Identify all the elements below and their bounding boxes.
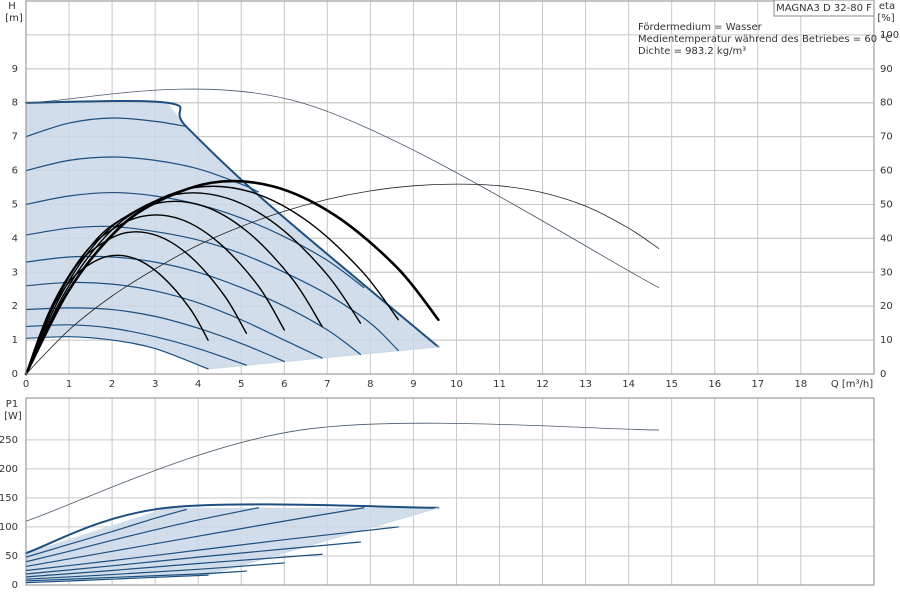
x-tick-label: 16: [708, 379, 721, 390]
curve: [25, 307, 285, 363]
y2-tick-label: 80: [880, 98, 893, 109]
curve: [25, 507, 365, 568]
annotation: Dichte = 983.2 kg/m³: [638, 46, 746, 57]
curve: [25, 214, 285, 375]
x-tick-label: 2: [109, 379, 115, 390]
curve: [25, 503, 440, 555]
curve: [25, 508, 187, 558]
x-tick-label: 17: [751, 379, 764, 390]
y-tick-label: 6: [12, 166, 18, 177]
curve: [25, 225, 399, 352]
curve: [25, 156, 260, 193]
y2-tick-label: 90: [880, 64, 893, 75]
curve: [24, 179, 440, 376]
plot-frame: [25, 397, 875, 586]
y2-tick-label: 50: [880, 199, 893, 210]
x-tick-label: 13: [579, 379, 592, 390]
chart-title: MAGNA3 D 32-80 F: [776, 3, 872, 14]
x-tick-label: 11: [493, 379, 506, 390]
y-tick-label: 8: [12, 98, 18, 109]
y2-tick-label: 60: [880, 166, 893, 177]
operating-range-area: [26, 102, 439, 369]
y2-tick-label: 40: [880, 233, 893, 244]
y2-axis-unit: [%]: [877, 13, 894, 24]
x-tick-label: 12: [536, 379, 549, 390]
y2-tick-label: 30: [880, 267, 893, 278]
y2-tick-label: 0: [880, 369, 886, 380]
y2-axis-label: eta: [879, 1, 895, 12]
curve: [25, 541, 362, 575]
title-box: [773, 0, 875, 17]
curve: [25, 117, 187, 138]
y-tick-label: 250: [0, 435, 18, 446]
x-tick-label: 4: [195, 379, 201, 390]
x-tick-label: 9: [410, 379, 416, 390]
y2-tick-label: 10: [880, 335, 893, 346]
curve: [25, 570, 247, 582]
curve: [25, 192, 362, 375]
curve: [25, 324, 247, 366]
y-tick-label: 150: [0, 493, 18, 504]
x-tick-label: 14: [622, 379, 635, 390]
x-tick-label: 3: [152, 379, 158, 390]
y-tick-label: 1: [12, 335, 18, 346]
y-tick-label: 100: [0, 522, 18, 533]
y-tick-label: 3: [12, 267, 18, 278]
x-tick-label: 18: [794, 379, 807, 390]
x-tick-label: 15: [665, 379, 678, 390]
y2-tick-label: 100: [880, 30, 899, 41]
y-axis-unit: [W]: [4, 411, 22, 422]
curve: [25, 422, 660, 522]
curve: [207, 507, 439, 576]
y2-tick-label: 20: [880, 301, 893, 312]
y-tick-label: 200: [0, 464, 18, 475]
y-tick-label: 0: [12, 369, 18, 380]
y-axis-label: H: [8, 1, 16, 12]
x-tick-label: 10: [450, 379, 463, 390]
curve: [25, 99, 440, 348]
y-tick-label: 9: [12, 64, 18, 75]
curve: [25, 562, 285, 580]
curve: [25, 183, 660, 375]
x-tick-label: 7: [324, 379, 330, 390]
plot-frame: [25, 0, 875, 375]
y2-tick-label: 70: [880, 132, 893, 143]
y-tick-label: 7: [12, 132, 18, 143]
curve: [25, 336, 209, 370]
x-tick-label: 0: [23, 379, 29, 390]
curve: [25, 553, 323, 578]
y-axis-unit: [m]: [5, 13, 23, 24]
curve: [25, 574, 209, 584]
y-tick-label: 0: [12, 580, 18, 591]
x-tick-label: 5: [238, 379, 244, 390]
curve: [25, 526, 399, 572]
curve: [25, 507, 260, 563]
curve: [25, 88, 660, 288]
annotation: Fördermedium = Wasser: [638, 22, 763, 33]
y-tick-label: 50: [5, 551, 18, 562]
x-tick-label: 8: [367, 379, 373, 390]
curve: [25, 200, 323, 375]
y-tick-label: 5: [12, 199, 18, 210]
y-tick-label: 2: [12, 301, 18, 312]
y-axis-label: P1: [6, 399, 18, 410]
annotation: Medientemperatur während des Betriebes =…: [638, 34, 892, 45]
y-tick-label: 4: [12, 233, 18, 244]
x-tick-label: 6: [281, 379, 287, 390]
x-axis-label: Q [m³/h]: [831, 379, 873, 390]
x-tick-label: 1: [66, 379, 72, 390]
